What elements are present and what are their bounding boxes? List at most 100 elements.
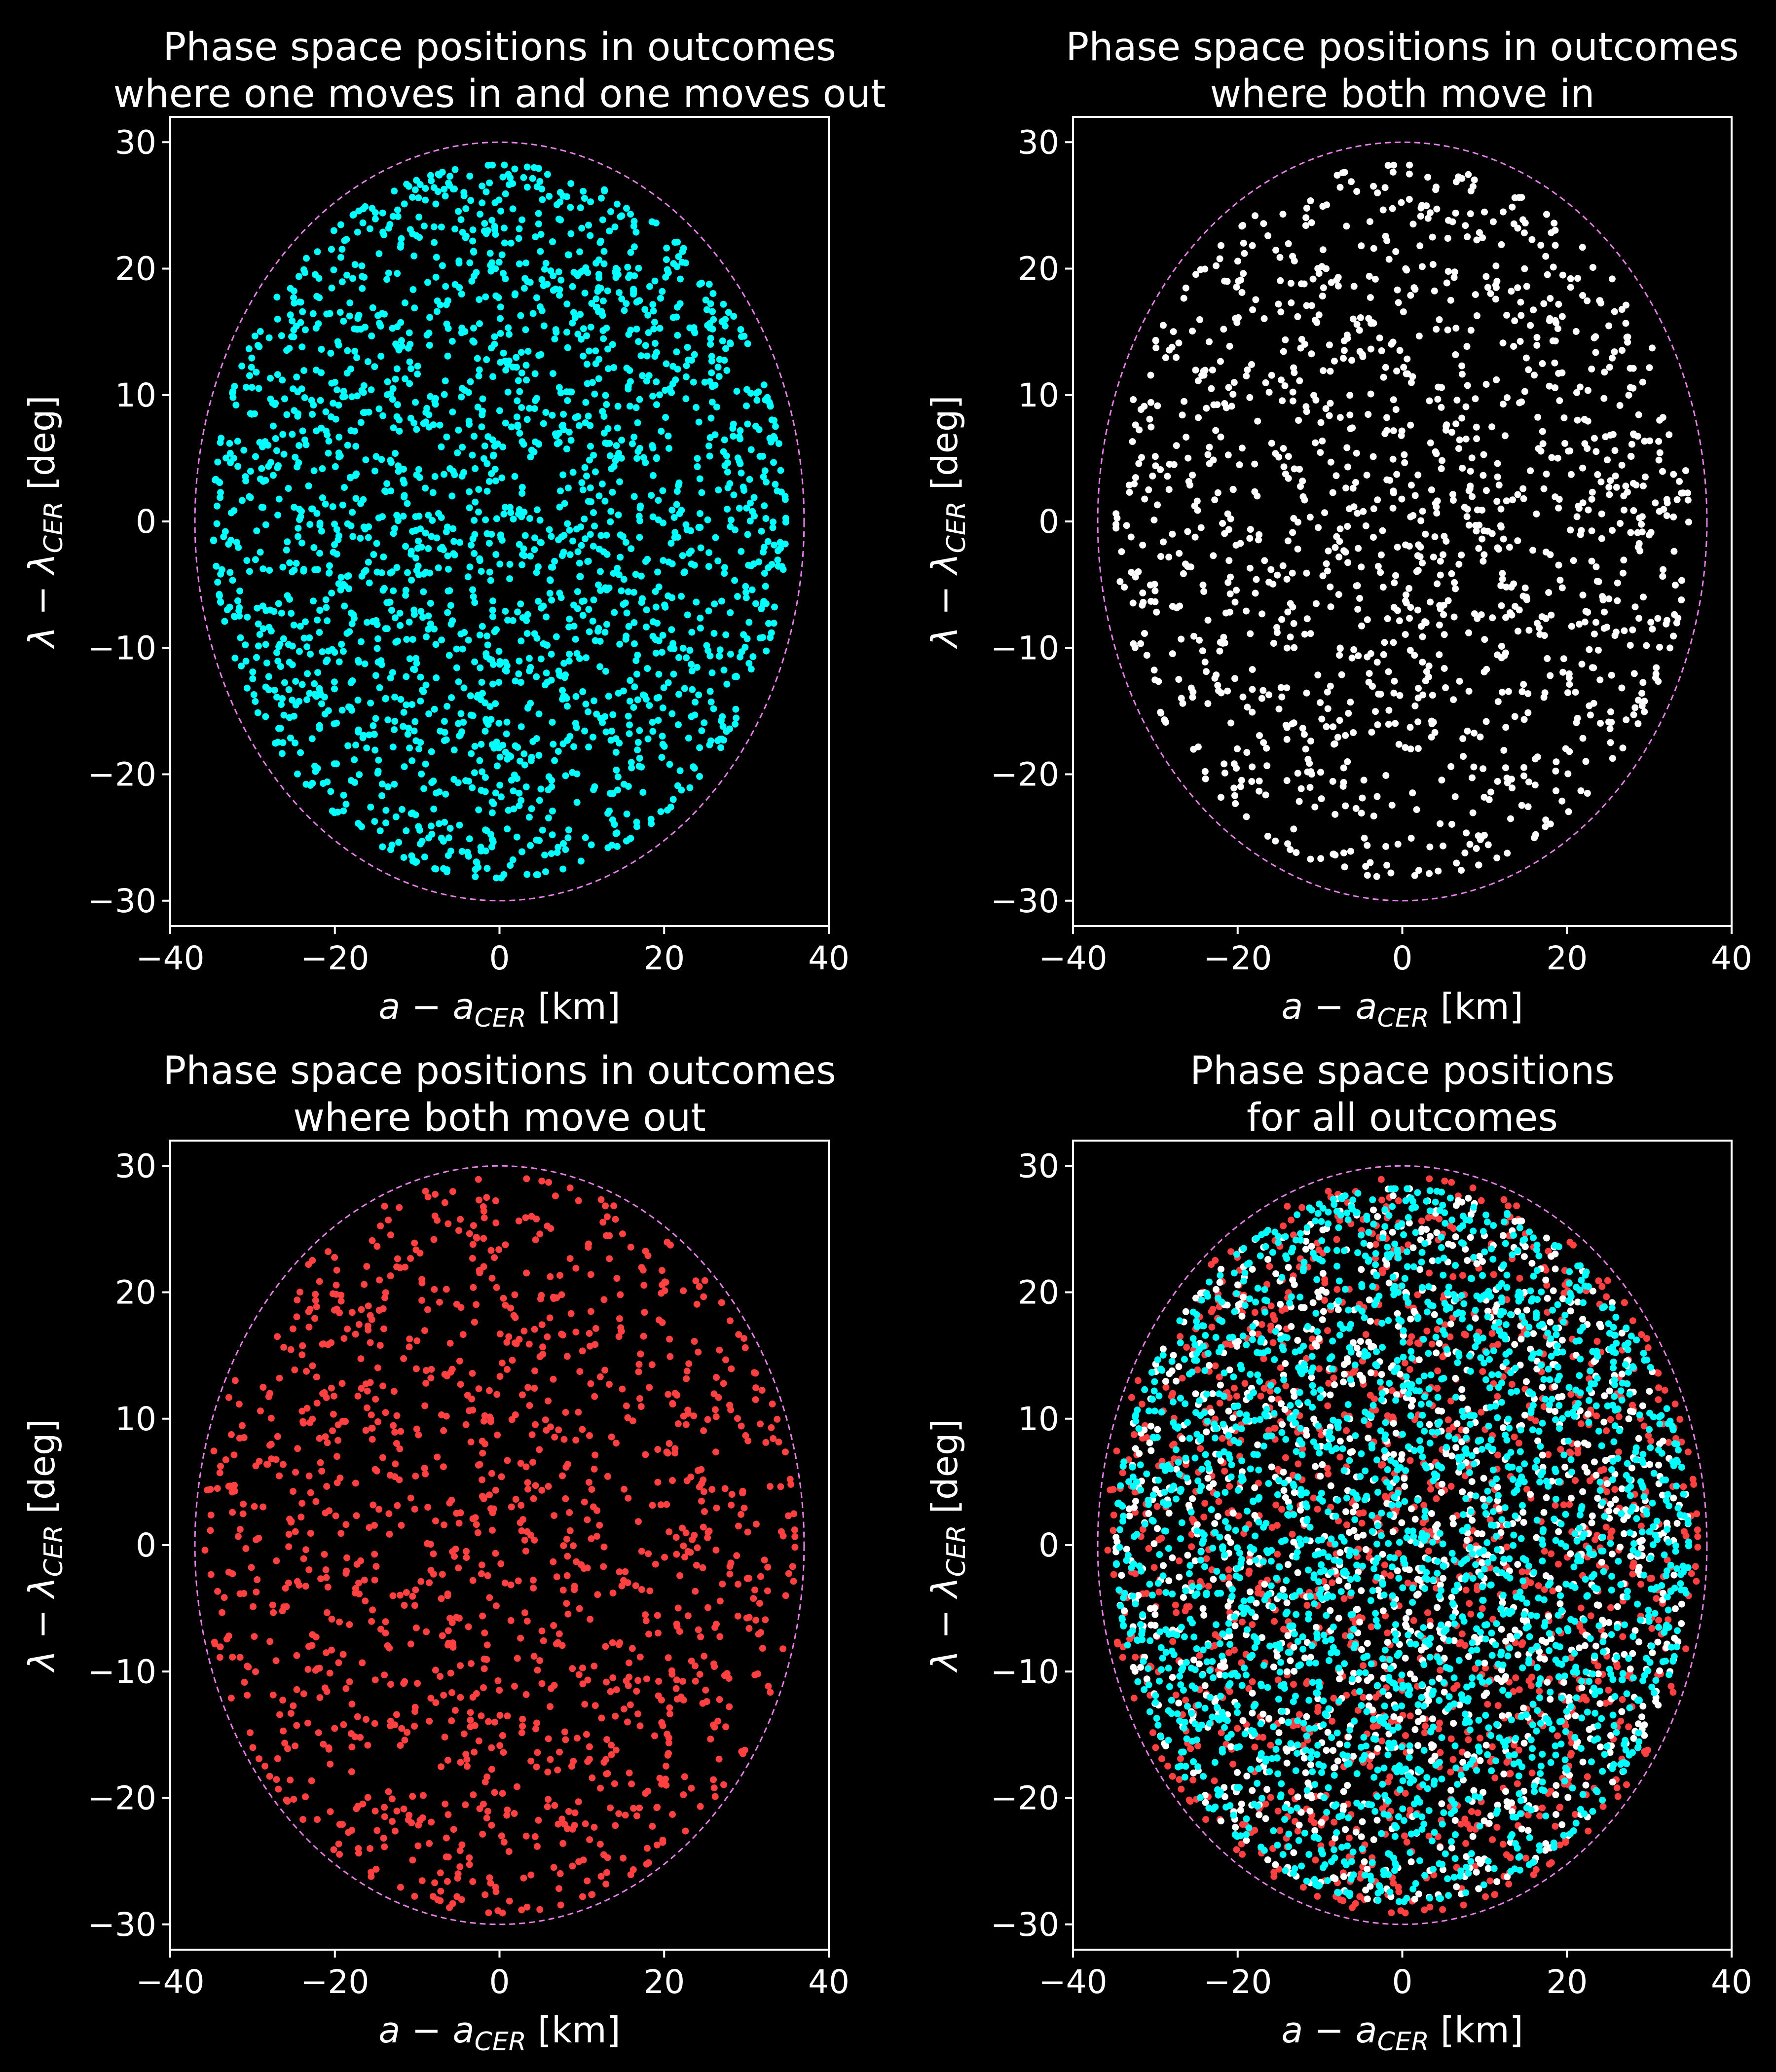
data-point	[311, 680, 318, 687]
data-point	[256, 343, 263, 350]
data-point	[1451, 579, 1458, 586]
data-point	[649, 728, 657, 735]
data-point	[775, 547, 782, 555]
data-point	[685, 356, 692, 364]
data-point	[244, 1692, 251, 1699]
data-point	[1357, 314, 1364, 321]
data-point	[1594, 1662, 1601, 1669]
data-point	[1510, 220, 1517, 227]
data-point	[777, 1528, 785, 1535]
data-point	[1427, 598, 1434, 606]
data-point	[512, 1496, 519, 1503]
data-point	[382, 819, 390, 827]
data-point	[330, 266, 337, 274]
data-point	[775, 440, 782, 447]
data-point	[660, 684, 667, 692]
data-point	[354, 228, 361, 236]
data-point	[662, 1776, 669, 1783]
y-tick-label: 0	[136, 503, 156, 541]
data-point	[1370, 245, 1377, 252]
data-point	[466, 488, 473, 495]
data-point	[425, 512, 432, 519]
data-point	[498, 1359, 506, 1367]
boundary-ellipse	[194, 1165, 805, 1925]
data-point	[1547, 820, 1554, 828]
data-point	[510, 787, 517, 795]
data-point	[1606, 364, 1613, 371]
data-point	[411, 1602, 418, 1609]
data-point	[1558, 369, 1566, 376]
data-point	[747, 390, 754, 397]
data-point	[397, 1428, 405, 1435]
data-point	[1361, 834, 1368, 842]
data-point	[481, 1655, 488, 1663]
data-point	[659, 1722, 666, 1730]
data-point	[346, 312, 353, 320]
data-point	[548, 651, 555, 658]
data-point	[1276, 254, 1284, 261]
data-point	[377, 1222, 384, 1229]
data-point	[374, 1418, 381, 1425]
data-point	[449, 408, 456, 416]
data-point	[527, 757, 535, 764]
data-point	[402, 587, 409, 594]
data-point	[1353, 321, 1361, 328]
data-point	[727, 340, 734, 347]
data-point	[501, 224, 508, 232]
data-point	[683, 1368, 691, 1375]
data-point	[1196, 636, 1203, 644]
data-point	[1407, 745, 1414, 753]
data-point	[1406, 585, 1412, 592]
data-point	[470, 1222, 477, 1229]
data-point	[1269, 580, 1277, 588]
data-point	[607, 1804, 614, 1812]
data-point	[666, 1440, 673, 1447]
data-point	[364, 1741, 371, 1749]
data-point	[572, 635, 579, 643]
data-point	[1404, 355, 1411, 363]
data-point	[1367, 390, 1374, 398]
data-point	[393, 413, 401, 420]
data-point	[1272, 837, 1279, 845]
data-point	[618, 437, 626, 444]
data-point	[1464, 233, 1471, 240]
data-point	[376, 827, 384, 835]
data-point	[1130, 640, 1137, 647]
data-point	[706, 452, 713, 460]
data-point	[443, 1412, 450, 1420]
data-point	[403, 181, 410, 188]
data-point	[403, 1589, 410, 1596]
data-point	[730, 420, 737, 428]
data-point	[480, 1207, 487, 1215]
y-axis-label: λ − λCER [deg]	[21, 395, 69, 649]
data-point	[1180, 295, 1187, 302]
data-point	[444, 552, 451, 559]
data-point	[1392, 406, 1400, 413]
data-point	[1638, 513, 1646, 520]
data-point	[1452, 420, 1460, 428]
data-point	[218, 435, 225, 442]
data-point	[594, 1591, 601, 1598]
data-point	[264, 1461, 271, 1468]
data-point	[673, 488, 681, 495]
data-point	[548, 1685, 555, 1692]
data-point	[757, 1573, 764, 1580]
data-point	[631, 683, 638, 691]
data-point	[398, 1521, 405, 1529]
data-point	[375, 756, 382, 764]
data-point	[516, 430, 523, 437]
data-point	[334, 1437, 342, 1444]
data-point	[705, 549, 713, 556]
data-point	[254, 709, 261, 716]
data-point	[636, 1395, 643, 1402]
data-point	[277, 725, 284, 732]
data-point	[1289, 603, 1296, 611]
data-point	[625, 712, 632, 720]
data-point	[362, 203, 369, 210]
data-point	[1406, 196, 1413, 203]
data-point	[1544, 655, 1551, 662]
data-point	[319, 465, 326, 472]
data-point	[704, 1529, 712, 1536]
data-point	[336, 1850, 343, 1858]
data-point	[666, 1528, 673, 1536]
